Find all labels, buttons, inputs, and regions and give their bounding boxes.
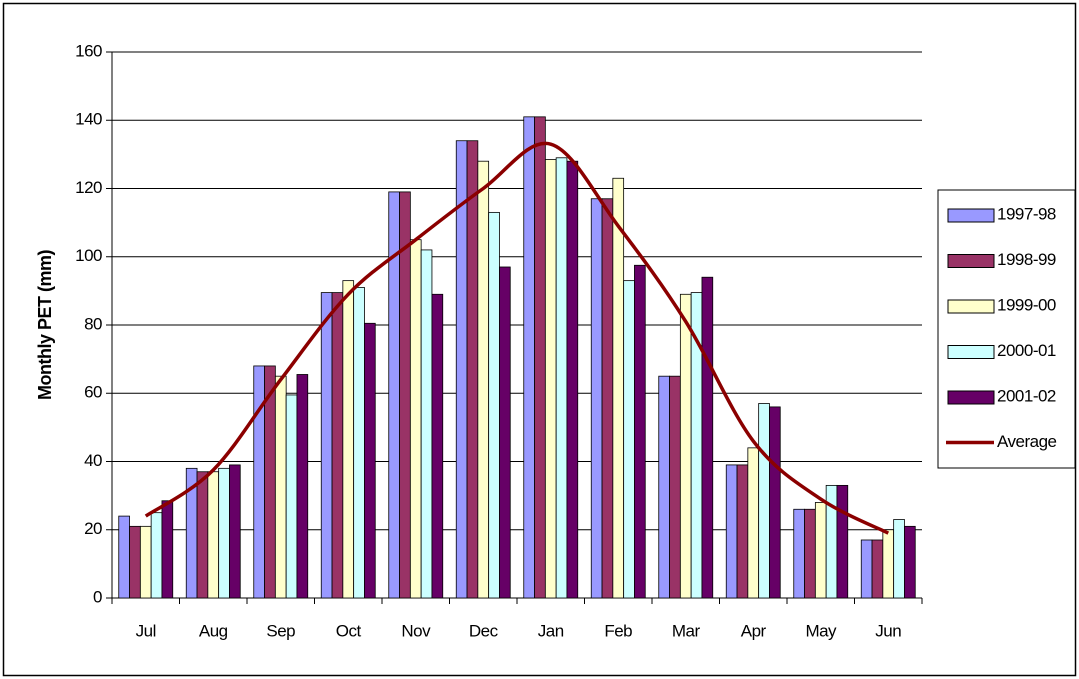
bar xyxy=(860,539,873,599)
bar xyxy=(296,374,309,599)
bar xyxy=(882,529,895,599)
x-tick-label: Jun xyxy=(875,621,901,640)
bar xyxy=(904,525,916,599)
bar xyxy=(566,160,579,599)
legend-swatch xyxy=(947,345,995,359)
bar xyxy=(893,519,905,599)
bar xyxy=(669,375,681,599)
y-tick-label: 40 xyxy=(84,451,102,470)
bar xyxy=(601,198,614,599)
bar xyxy=(679,293,692,599)
bar xyxy=(758,403,770,599)
bar xyxy=(253,365,265,599)
bar xyxy=(320,292,333,599)
bar xyxy=(534,116,546,599)
bar xyxy=(701,276,714,599)
bar xyxy=(218,467,230,599)
bar xyxy=(836,484,849,599)
x-tick-label: Nov xyxy=(401,621,431,640)
bar xyxy=(139,525,152,599)
y-tick-label: 80 xyxy=(84,314,102,333)
bar xyxy=(634,264,646,599)
legend-swatch xyxy=(947,390,995,405)
bar xyxy=(229,464,241,599)
bar xyxy=(431,293,444,599)
y-tick-label: 0 xyxy=(93,587,102,606)
x-tick-label: Mar xyxy=(672,621,701,640)
bar xyxy=(118,515,130,599)
bar xyxy=(658,375,670,599)
x-tick-label: May xyxy=(805,621,837,640)
legend-label: 1997-98 xyxy=(997,204,1056,223)
bar xyxy=(725,464,738,599)
bar xyxy=(342,280,355,599)
legend-label: 1999-00 xyxy=(997,295,1056,314)
bar xyxy=(353,287,365,599)
y-axis-label: Monthly PET (mm) xyxy=(35,250,55,400)
legend-label: 1998-99 xyxy=(997,250,1056,269)
y-tick-label: 20 xyxy=(84,519,102,538)
bar xyxy=(736,464,749,599)
bar xyxy=(499,266,511,599)
bar xyxy=(196,471,209,599)
legend-label: Average xyxy=(997,432,1057,451)
bar xyxy=(161,500,174,599)
bar xyxy=(871,539,884,599)
y-tick-label: 60 xyxy=(84,383,102,402)
bar xyxy=(814,502,827,599)
y-tick-label: 140 xyxy=(75,110,102,129)
legend-swatch xyxy=(947,208,995,223)
bar xyxy=(769,406,781,599)
bar xyxy=(207,471,220,599)
bar xyxy=(555,157,568,599)
y-tick-label: 100 xyxy=(75,246,102,265)
x-tick-label: Oct xyxy=(336,621,362,640)
x-tick-label: Apr xyxy=(741,621,767,640)
bar xyxy=(804,508,816,599)
bar xyxy=(364,322,376,599)
bar xyxy=(409,239,422,599)
x-tick-label: Aug xyxy=(199,621,228,640)
bar xyxy=(129,525,141,599)
x-tick-label: Dec xyxy=(469,621,499,640)
bar xyxy=(793,508,805,599)
x-tick-label: Feb xyxy=(604,621,632,640)
bar xyxy=(488,211,500,599)
bar xyxy=(590,198,603,599)
bar xyxy=(331,292,344,599)
bar xyxy=(747,447,760,599)
x-tick-label: Jan xyxy=(538,621,564,640)
bar xyxy=(544,159,557,599)
legend-swatch xyxy=(947,299,995,314)
bar xyxy=(623,280,635,599)
legend-box xyxy=(937,189,1076,469)
bar xyxy=(466,140,479,599)
bar xyxy=(274,375,287,599)
average-line xyxy=(144,141,890,535)
y-tick-label: 120 xyxy=(75,178,102,197)
legend-label: 2001-02 xyxy=(997,386,1056,405)
bar xyxy=(477,160,490,599)
legend-label: 2000-01 xyxy=(997,341,1056,360)
bar xyxy=(150,512,163,599)
legend-swatch xyxy=(947,254,995,268)
bar xyxy=(612,177,625,599)
bar xyxy=(420,249,433,599)
x-tick-label: Sep xyxy=(266,621,295,640)
bar xyxy=(285,394,298,599)
bar xyxy=(523,116,535,599)
y-tick-label: 160 xyxy=(75,41,102,60)
x-tick-label: Jul xyxy=(136,621,156,640)
